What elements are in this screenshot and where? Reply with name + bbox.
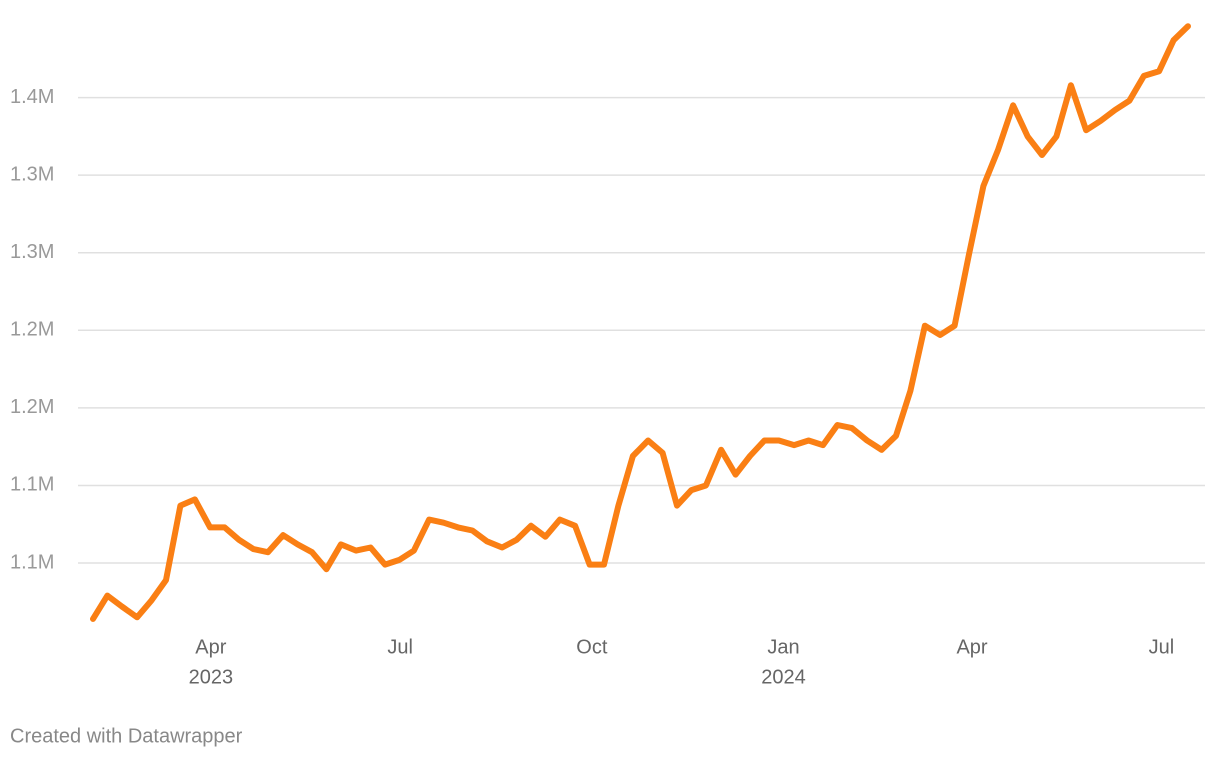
x-tick-label: Oct [576,636,608,658]
x-year-label: 2024 [761,666,806,688]
y-tick-label: 1.2M [10,396,54,418]
y-tick-label: 1.1M [10,551,54,573]
x-tick-label: Apr [195,636,226,658]
x-tick-label: Jul [387,636,413,658]
x-year-label: 2023 [189,666,234,688]
y-tick-label: 1.3M [10,163,54,185]
line [90,23,1191,622]
x-tick-label: Apr [956,636,987,658]
y-tick-label: 1.2M [10,319,54,341]
y-tick-label: 1.3M [10,241,54,263]
x-tick-label: Jan [767,636,799,658]
y-tick-label: 1.1M [10,474,54,496]
footer: Created with Datawrapper [10,725,243,747]
x-tick-label: Jul [1149,636,1175,658]
y-tick-label: 1.4M [10,86,54,108]
